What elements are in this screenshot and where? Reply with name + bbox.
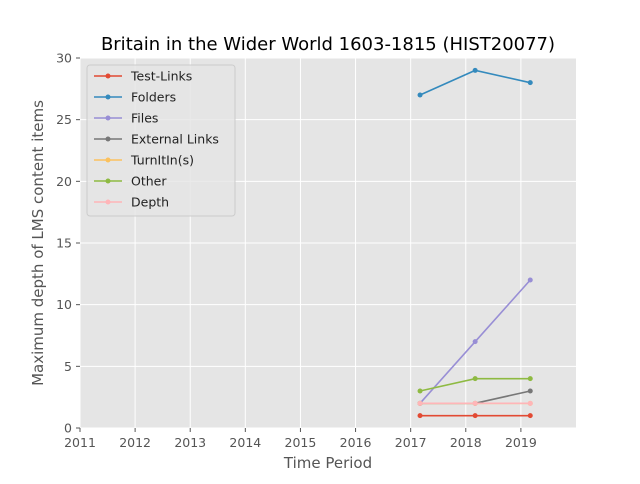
grid-lines	[79, 57, 576, 429]
data-point	[472, 413, 478, 419]
data-point	[527, 277, 533, 283]
data-point	[417, 400, 423, 406]
legend-label: Files	[131, 111, 158, 126]
legend-label: Depth	[131, 195, 169, 210]
y-axis-ticks: 0 5 10 15 20 25 30	[56, 51, 80, 436]
x-tick-label: 2014	[229, 435, 261, 450]
x-tick-label: 2015	[285, 435, 317, 450]
legend-marker	[105, 136, 111, 142]
y-tick-label: 25	[56, 112, 72, 127]
data-point	[417, 413, 423, 419]
x-axis-ticks: 2011 2012 2013 2014 2015 2016 2017 2018 2019	[64, 428, 537, 450]
series-group	[417, 67, 533, 419]
y-tick-label: 30	[56, 51, 72, 66]
legend-marker	[105, 199, 111, 205]
y-tick-label: 0	[64, 421, 72, 436]
legend-label: Folders	[131, 90, 176, 105]
x-axis-label: Time Period	[283, 454, 372, 472]
x-tick-label: 2016	[340, 435, 372, 450]
x-tick-label: 2013	[174, 435, 206, 450]
x-tick-label: 2017	[395, 435, 427, 450]
legend-label: TurnItIn(s)	[130, 153, 194, 168]
x-tick-label: 2018	[450, 435, 482, 450]
y-tick-label: 10	[56, 297, 72, 312]
legend-label: Other	[131, 174, 167, 189]
data-point	[417, 388, 423, 394]
y-tick-label: 20	[56, 174, 72, 189]
legend: Test-Links Folders Files External Links Turn…	[86, 64, 236, 217]
data-point	[527, 80, 533, 86]
legend-marker	[105, 157, 111, 163]
legend-label: Test-Links	[130, 69, 192, 84]
chart-title: Britain in the Wider World 1603-1815 (HI…	[101, 34, 555, 55]
x-tick-label: 2011	[64, 435, 96, 450]
x-tick-label: 2019	[505, 435, 537, 450]
data-point	[527, 413, 533, 419]
legend-marker	[105, 178, 111, 184]
data-point	[527, 400, 533, 406]
data-point	[527, 376, 533, 382]
data-point	[472, 339, 478, 345]
legend-marker	[105, 73, 111, 79]
data-point	[472, 67, 478, 73]
y-tick-label: 5	[64, 359, 72, 374]
legend-box	[86, 64, 236, 217]
data-point	[472, 400, 478, 406]
data-point	[472, 376, 478, 382]
legend-label: External Links	[131, 132, 219, 147]
data-point	[417, 92, 423, 98]
legend-marker	[105, 115, 111, 121]
y-axis-label: Maximum depth of LMS content items	[29, 100, 47, 386]
y-tick-label: 15	[56, 236, 72, 251]
data-point	[527, 388, 533, 394]
legend-marker	[105, 94, 111, 100]
x-tick-label: 2012	[119, 435, 151, 450]
